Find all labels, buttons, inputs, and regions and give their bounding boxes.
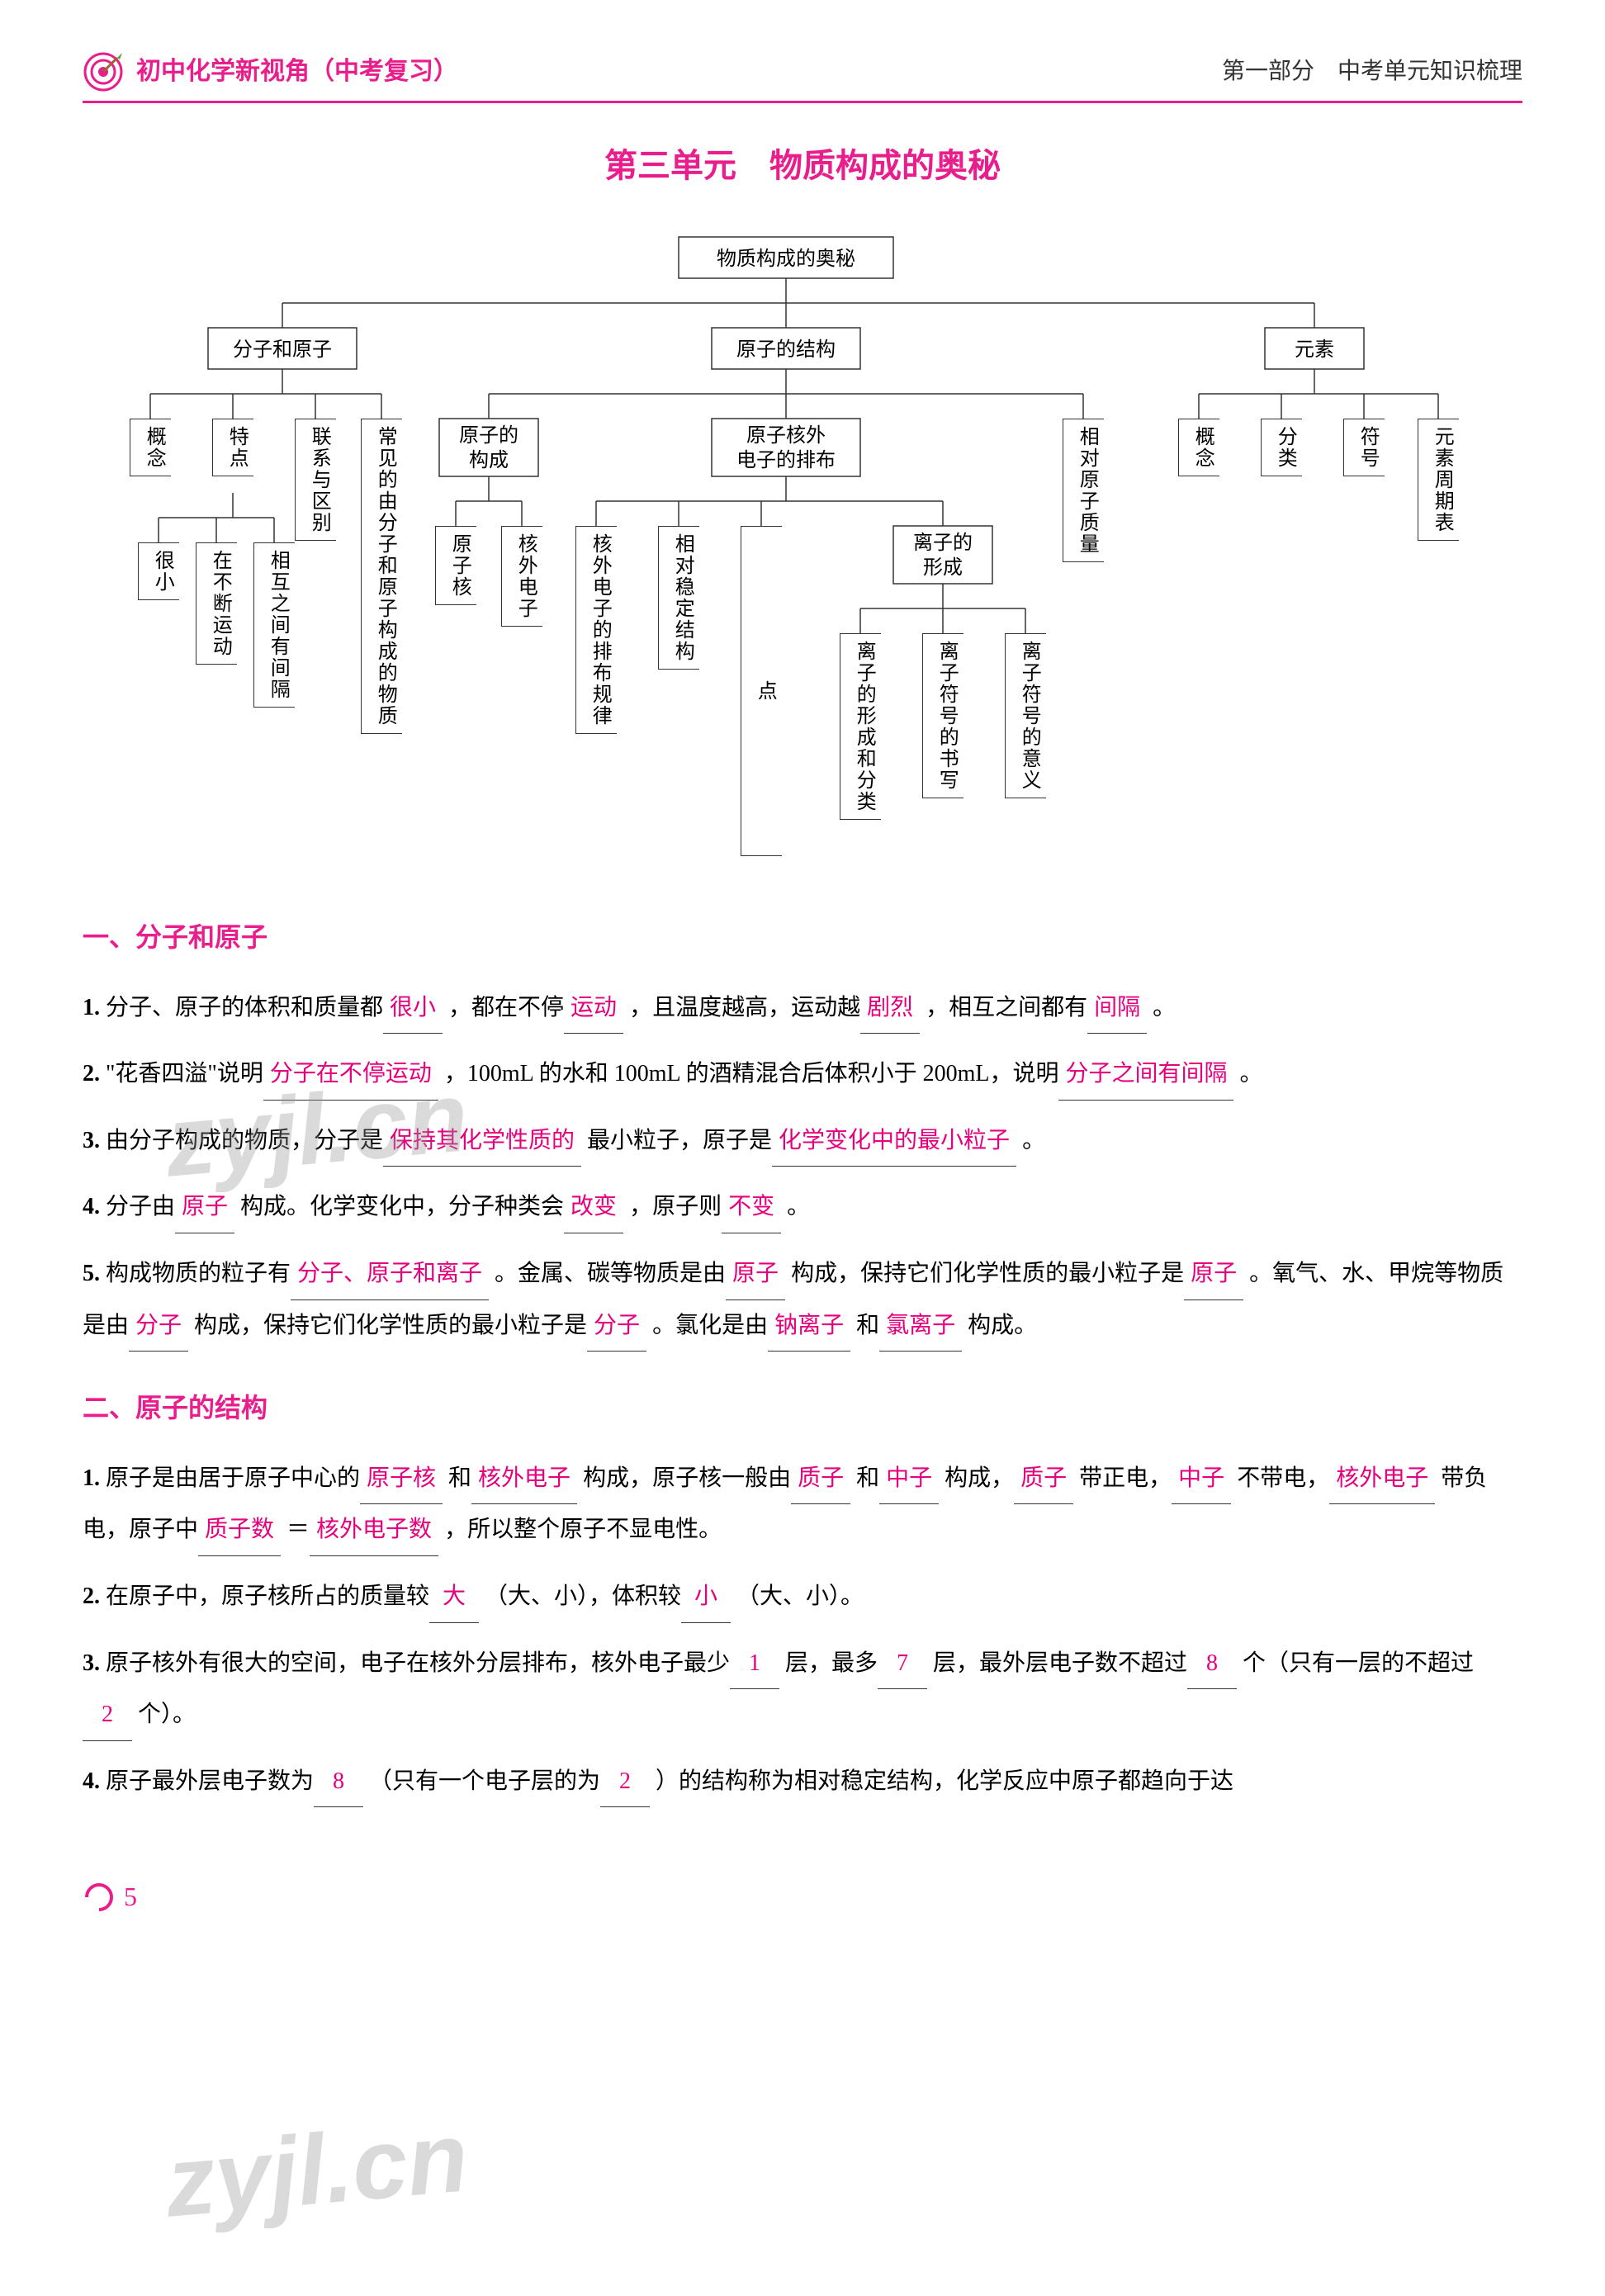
page-header: 初中化学新视角（中考复习） 第一部分 中考单元知识梳理 [83, 50, 1522, 103]
unit-title: 第三单元 物质构成的奥秘 [83, 136, 1522, 196]
page-footer: 5 [83, 1873, 1522, 1921]
svg-text:原子核外: 原子核外 [746, 424, 826, 447]
section2-item-2: 2. 在原子中，原子核所占的质量较大 （大、小），体积较小 （大、小）。 [83, 1571, 1522, 1623]
section1-item-1: 1. 分子、原子的体积和质量都很小 ，都在不停运动 ，且温度越高，运动越剧烈 ，… [83, 982, 1522, 1034]
svg-text:元素: 元素 [1295, 338, 1334, 361]
watermark: zyjl.cn [158, 2067, 475, 2271]
header-right: 第一部分 中考单元知识梳理 [1222, 51, 1522, 92]
svg-text:原子的结构: 原子的结构 [736, 338, 836, 361]
svg-text:电子的排布: 电子的排布 [736, 449, 836, 471]
header-left: 初中化学新视角（中考复习） [83, 50, 458, 94]
page-number: 5 [124, 1873, 137, 1921]
section1-item-4: 4. 分子由原子 构成。化学变化中，分子种类会改变 ，原子则不变 。 [83, 1181, 1522, 1233]
section2-item-4: 4. 原子最外层电子数为8 （只有一个电子层的为2 ）的结构称为相对稳定结构，化… [83, 1756, 1522, 1808]
section2-content: 1. 原子是由居于原子中心的原子核 和核外电子 构成，原子核一般由质子 和中子 … [83, 1453, 1522, 1808]
section1-item-5: 5. 构成物质的粒子有分子、原子和离子 。金属、碳等物质是由原子 构成，保持它们… [83, 1248, 1522, 1352]
svg-text:形成: 形成 [923, 556, 963, 579]
svg-text:构成: 构成 [469, 449, 509, 471]
svg-text:离子的: 离子的 [913, 532, 973, 554]
svg-text:分子和原子: 分子和原子 [233, 338, 332, 361]
footer-icon [83, 1881, 116, 1914]
section2-item-3: 3. 原子核外有很大的空间，电子在核外分层排布，核外电子最少1 层，最多7 层，… [83, 1638, 1522, 1741]
svg-text:原子的: 原子的 [459, 424, 518, 447]
concept-diagram: .sbox { fill:#fff; stroke:#333; stroke-w… [101, 229, 1504, 873]
section1-content: 1. 分子、原子的体积和质量都很小 ，都在不停运动 ，且温度越高，运动越剧烈 ，… [83, 982, 1522, 1352]
section1-item-3: 3. 由分子构成的物质，分子是保持其化学性质的 最小粒子，原子是化学变化中的最小… [83, 1115, 1522, 1167]
section2-title: 二、原子的结构 [83, 1385, 1522, 1432]
book-title: 初中化学新视角（中考复习） [136, 50, 458, 94]
diagram-root: 物质构成的奥秘 [717, 248, 855, 270]
target-icon [83, 51, 124, 92]
diagram-svg: .sbox { fill:#fff; stroke:#333; stroke-w… [101, 229, 1504, 873]
section2-item-1: 1. 原子是由居于原子中心的原子核 和核外电子 构成，原子核一般由质子 和中子 … [83, 1453, 1522, 1556]
section1-title: 一、分子和原子 [83, 914, 1522, 962]
section1-item-2: 2. "花香四溢"说明分子在不停运动 ，100mL 的水和 100mL 的酒精混… [83, 1049, 1522, 1101]
